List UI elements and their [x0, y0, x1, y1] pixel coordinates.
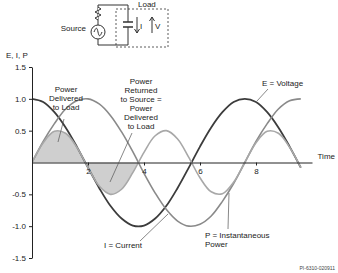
voltage-arrow [150, 17, 155, 33]
y-tick-label: 1.5 [15, 63, 27, 72]
y-tick: 1.5 [15, 63, 32, 72]
circuit-wire [98, 5, 128, 45]
annotation-pointer [110, 133, 132, 182]
y-tick-label: -1.5 [12, 254, 26, 263]
y-tick-label: 1.0 [15, 95, 27, 104]
label-pointer [257, 89, 268, 101]
x-tick: 6 [198, 163, 203, 177]
x-tick-mark [88, 163, 89, 166]
series-label: I = Current [104, 241, 143, 250]
x-tick-label: 4 [142, 167, 147, 176]
series-label: E = Voltage [262, 79, 304, 88]
x-axis-title: Time [318, 152, 336, 161]
x-tick-mark [144, 163, 145, 166]
source-label: Source [61, 24, 87, 33]
annotation: to Source = [120, 95, 161, 104]
y-axis-title: E, I, P [6, 51, 28, 60]
annotation: to Load [53, 103, 80, 112]
ac-symbol [94, 28, 102, 36]
x-tick: 2 [86, 163, 91, 177]
y-tick-mark [29, 67, 32, 68]
x-tick-mark [256, 163, 257, 166]
y-tick-mark [29, 194, 32, 195]
series-label: P = InstantaneousPower [205, 231, 270, 249]
annotation: Power [55, 85, 78, 94]
ac-source [91, 25, 105, 39]
label-pointer [140, 214, 168, 241]
y-axis: -1.5 -1.0 -0.5 0.5 1.0 1.5 [12, 63, 32, 263]
load-label: Load [138, 0, 156, 9]
capacitor [123, 22, 133, 27]
annotation: Returned [125, 86, 158, 95]
labels: E, I, P Time E = Voltage I = Current P = Ins… [6, 51, 336, 250]
x-tick: 8 [254, 163, 259, 177]
figure-id: PI-6310-020911 [300, 265, 336, 271]
y-tick-mark [29, 99, 32, 100]
x-axis-line [33, 163, 313, 164]
y-tick: -1.0 [12, 222, 32, 231]
annotation-pointer [58, 119, 64, 142]
circuit-inset: Source Load I V [61, 0, 168, 47]
y-tick-label: 0.5 [15, 127, 27, 136]
resistor [95, 7, 101, 20]
x-tick-label: 2 [86, 167, 91, 176]
load-box [116, 9, 168, 47]
x-axis: 2 4 6 8 [33, 163, 313, 177]
y-tick-label: -1.0 [12, 222, 26, 231]
label-line: P = Instantaneous [205, 231, 270, 240]
x-tick-label: 6 [198, 167, 203, 176]
label-pointer [228, 193, 229, 229]
y-axis-line [32, 68, 33, 259]
y-tick: -1.5 [12, 254, 32, 263]
annotation: Power [130, 104, 153, 113]
background [0, 0, 338, 273]
y-tick-mark [29, 226, 32, 227]
y-tick-mark [29, 258, 32, 259]
y-tick-label: -0.5 [12, 190, 26, 199]
y-tick-mark [29, 131, 32, 132]
annotation: to Load [128, 122, 155, 131]
x-tick-mark [200, 163, 201, 166]
x-tick: 4 [142, 163, 147, 177]
chart: SourceLoadIV2468-1.5-1.0-0.50.51.01.5E, … [0, 0, 338, 273]
x-tick-label: 8 [254, 167, 259, 176]
current-label: I [140, 22, 142, 31]
annotation: Delivered [124, 113, 158, 122]
voltage-label: V [155, 22, 161, 31]
annotation: Power [130, 77, 153, 86]
label-line: Power [205, 240, 228, 249]
y-tick: -0.5 [12, 190, 32, 199]
y-tick: 1.0 [15, 95, 32, 104]
y-tick: 0.5 [15, 127, 32, 136]
annotation: Delivered [49, 94, 83, 103]
current-arrow [135, 17, 140, 33]
